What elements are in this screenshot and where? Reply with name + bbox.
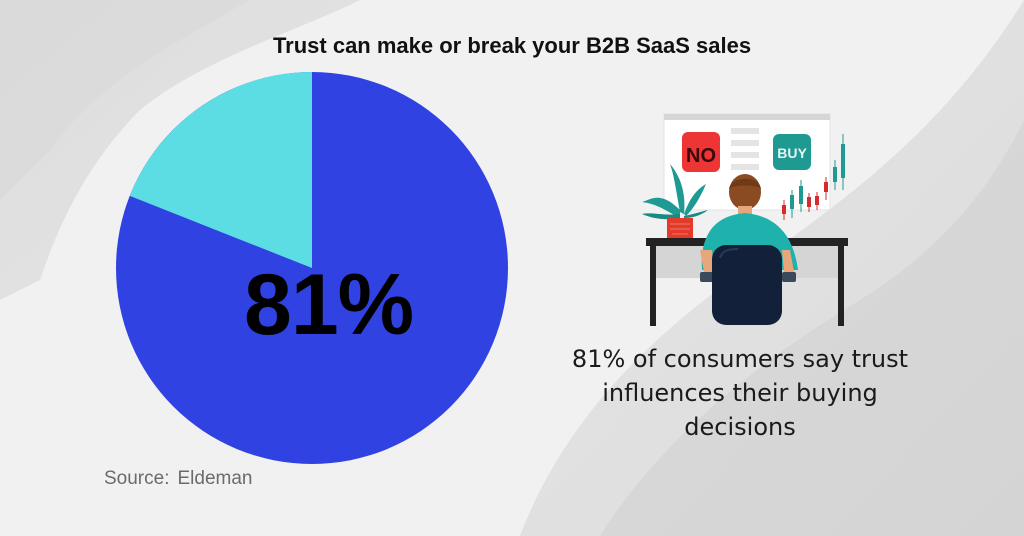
candlestick-chart-icon — [782, 134, 845, 220]
caption-line-1: 81% of consumers say trust — [571, 345, 909, 373]
pie-percentage-label: 81% — [244, 257, 414, 353]
chair-icon — [712, 245, 782, 325]
stat-caption: 81% of consumers say trust influences th… — [560, 342, 920, 444]
chart-title: Trust can make or break your B2B SaaS sa… — [272, 33, 752, 58]
source-note: Source: Eldeman — [104, 468, 252, 490]
source-value: Eldeman — [177, 468, 253, 489]
caption-line-2: influences their buying — [602, 379, 878, 407]
screen-no-label: NO — [686, 145, 716, 167]
caption-line-3: decisions — [684, 413, 796, 441]
source-label: Source: — [104, 468, 170, 489]
plant-icon — [642, 164, 708, 238]
trader-at-desk-illustration: NO BUY — [642, 113, 848, 326]
screen-buy-label: BUY — [777, 145, 807, 161]
pie-slice-19 — [129, 72, 312, 268]
